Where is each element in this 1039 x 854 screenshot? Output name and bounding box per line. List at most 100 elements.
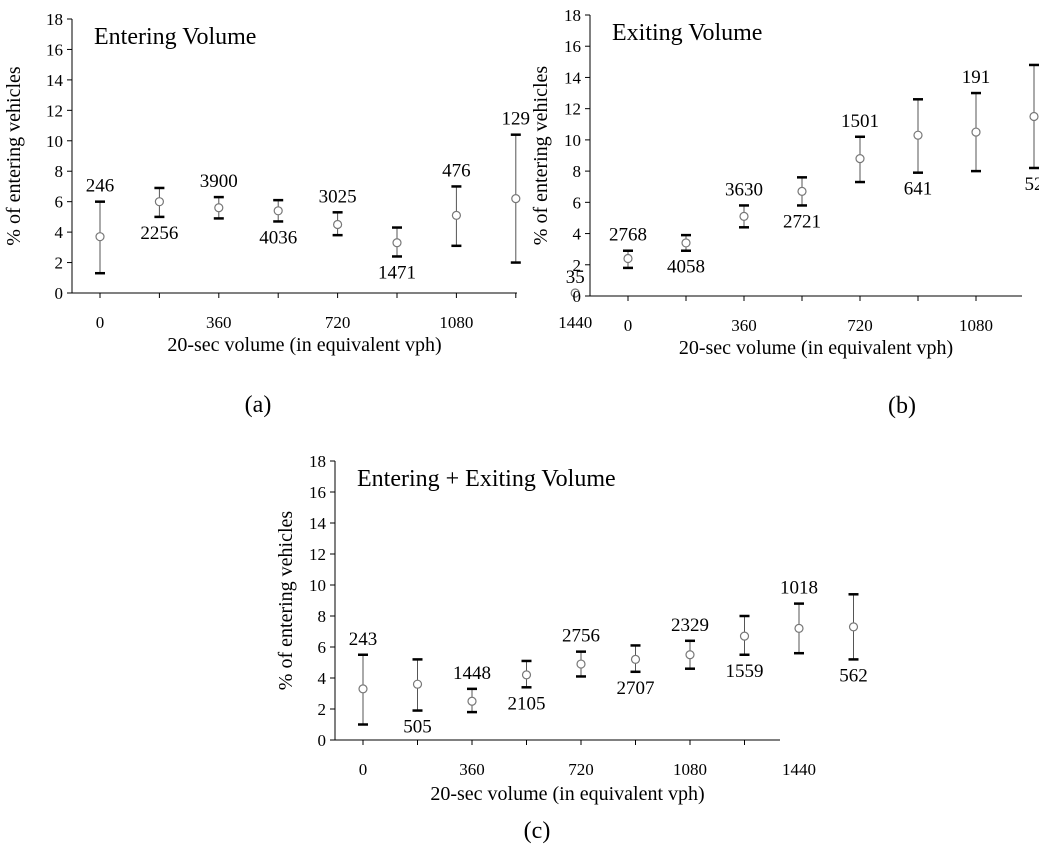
data-label: 2329	[671, 615, 709, 636]
data-point	[521, 670, 532, 680]
data-point	[576, 659, 586, 669]
x-tick-label: 0	[624, 316, 633, 335]
data-point	[358, 684, 368, 694]
y-tick-label: 10	[46, 132, 63, 151]
data-label: 1501	[841, 111, 879, 132]
data-point	[681, 238, 691, 248]
data-point	[848, 622, 859, 632]
x-tick-label: 0	[359, 760, 368, 779]
y-tick-label: 0	[573, 287, 582, 306]
x-tick-label: 1440	[558, 313, 592, 332]
data-point	[739, 631, 750, 641]
y-tick-label: 8	[55, 162, 64, 181]
y-tick-label: 0	[318, 731, 327, 750]
data-point	[913, 130, 923, 140]
y-tick-label: 4	[318, 669, 327, 688]
data-point	[95, 232, 105, 242]
y-tick-label: 16	[309, 483, 326, 502]
y-tick-label: 16	[564, 37, 581, 56]
y-tick-label: 2	[318, 700, 327, 719]
data-point	[630, 654, 641, 665]
data-point	[739, 211, 749, 221]
x-tick-label: 1440	[782, 760, 816, 779]
data-label: 562	[839, 665, 868, 686]
y-tick-label: 6	[318, 638, 327, 657]
data-point	[392, 238, 402, 248]
y-tick-label: 8	[318, 607, 327, 626]
x-tick-label: 720	[325, 313, 351, 332]
data-label: 2721	[783, 211, 821, 232]
x-tick-label: 1080	[673, 760, 707, 779]
y-tick-label: 12	[309, 545, 326, 564]
data-label: 4036	[259, 227, 297, 248]
data-label: 52	[1025, 174, 1039, 195]
data-label: 3630	[725, 179, 763, 200]
data-label: 1018	[780, 578, 818, 599]
y-axis-title: % of entering vehicles	[275, 511, 297, 691]
y-tick-label: 10	[564, 131, 581, 150]
y-tick-label: 14	[564, 68, 582, 87]
panel-label: (b)	[888, 393, 916, 419]
chart-title: Exiting Volume	[612, 20, 762, 46]
x-tick-label: 360	[206, 313, 232, 332]
y-tick-label: 12	[46, 101, 63, 120]
data-point	[467, 696, 477, 706]
x-tick-label: 720	[847, 316, 873, 335]
x-tick-label: 360	[731, 316, 757, 335]
data-point	[855, 154, 865, 164]
data-point	[797, 186, 807, 197]
data-label: 129	[502, 109, 531, 130]
y-tick-label: 6	[55, 193, 64, 212]
data-label: 3900	[200, 171, 238, 192]
y-tick-label: 8	[573, 162, 582, 181]
panel-label: (c)	[524, 818, 551, 844]
y-axis-title: % of entering vehicles	[3, 66, 25, 246]
panel-label: (a)	[245, 392, 272, 418]
x-tick-label: 360	[459, 760, 485, 779]
y-tick-label: 12	[564, 100, 581, 119]
y-tick-label: 18	[309, 452, 326, 471]
data-point	[685, 650, 695, 660]
y-tick-label: 18	[46, 10, 63, 29]
data-point	[794, 623, 804, 634]
data-label: 1559	[726, 661, 764, 682]
y-tick-label: 2	[573, 256, 582, 275]
data-label: 4058	[667, 257, 705, 278]
x-axis-title: 20-sec volume (in equivalent vph)	[430, 783, 704, 805]
data-label: 641	[904, 179, 933, 200]
data-point	[570, 288, 580, 298]
data-point	[214, 203, 224, 213]
y-tick-label: 6	[573, 193, 582, 212]
chart-title: Entering Volume	[94, 24, 256, 50]
data-label: 243	[349, 629, 378, 650]
data-label: 2105	[508, 693, 546, 714]
data-label: 2256	[140, 223, 178, 244]
data-label: 1471	[378, 262, 416, 283]
data-label: 35	[566, 267, 585, 288]
x-axis-title: 20-sec volume (in equivalent vph)	[679, 337, 953, 359]
data-point	[511, 194, 521, 204]
data-point	[273, 206, 283, 216]
data-point	[1029, 111, 1039, 122]
x-axis-title: 20-sec volume (in equivalent vph)	[167, 334, 441, 356]
y-tick-label: 14	[46, 71, 64, 90]
data-point	[451, 210, 461, 220]
data-label: 246	[86, 176, 115, 197]
y-tick-label: 14	[309, 514, 327, 533]
x-tick-label: 1080	[439, 313, 473, 332]
y-tick-label: 0	[55, 284, 64, 303]
x-tick-label: 0	[96, 313, 105, 332]
data-point	[623, 253, 633, 264]
x-tick-label: 1080	[959, 316, 993, 335]
data-point	[412, 679, 423, 689]
y-axis-title: % of entering vehicles	[530, 66, 552, 246]
chart-title: Entering + Exiting Volume	[357, 466, 616, 492]
data-label: 505	[403, 717, 432, 738]
data-label: 2707	[617, 678, 655, 699]
y-tick-label: 4	[55, 223, 64, 242]
x-tick-label: 720	[568, 760, 594, 779]
data-label: 476	[442, 160, 471, 181]
data-label: 2756	[562, 626, 600, 647]
y-tick-label: 16	[46, 40, 63, 59]
